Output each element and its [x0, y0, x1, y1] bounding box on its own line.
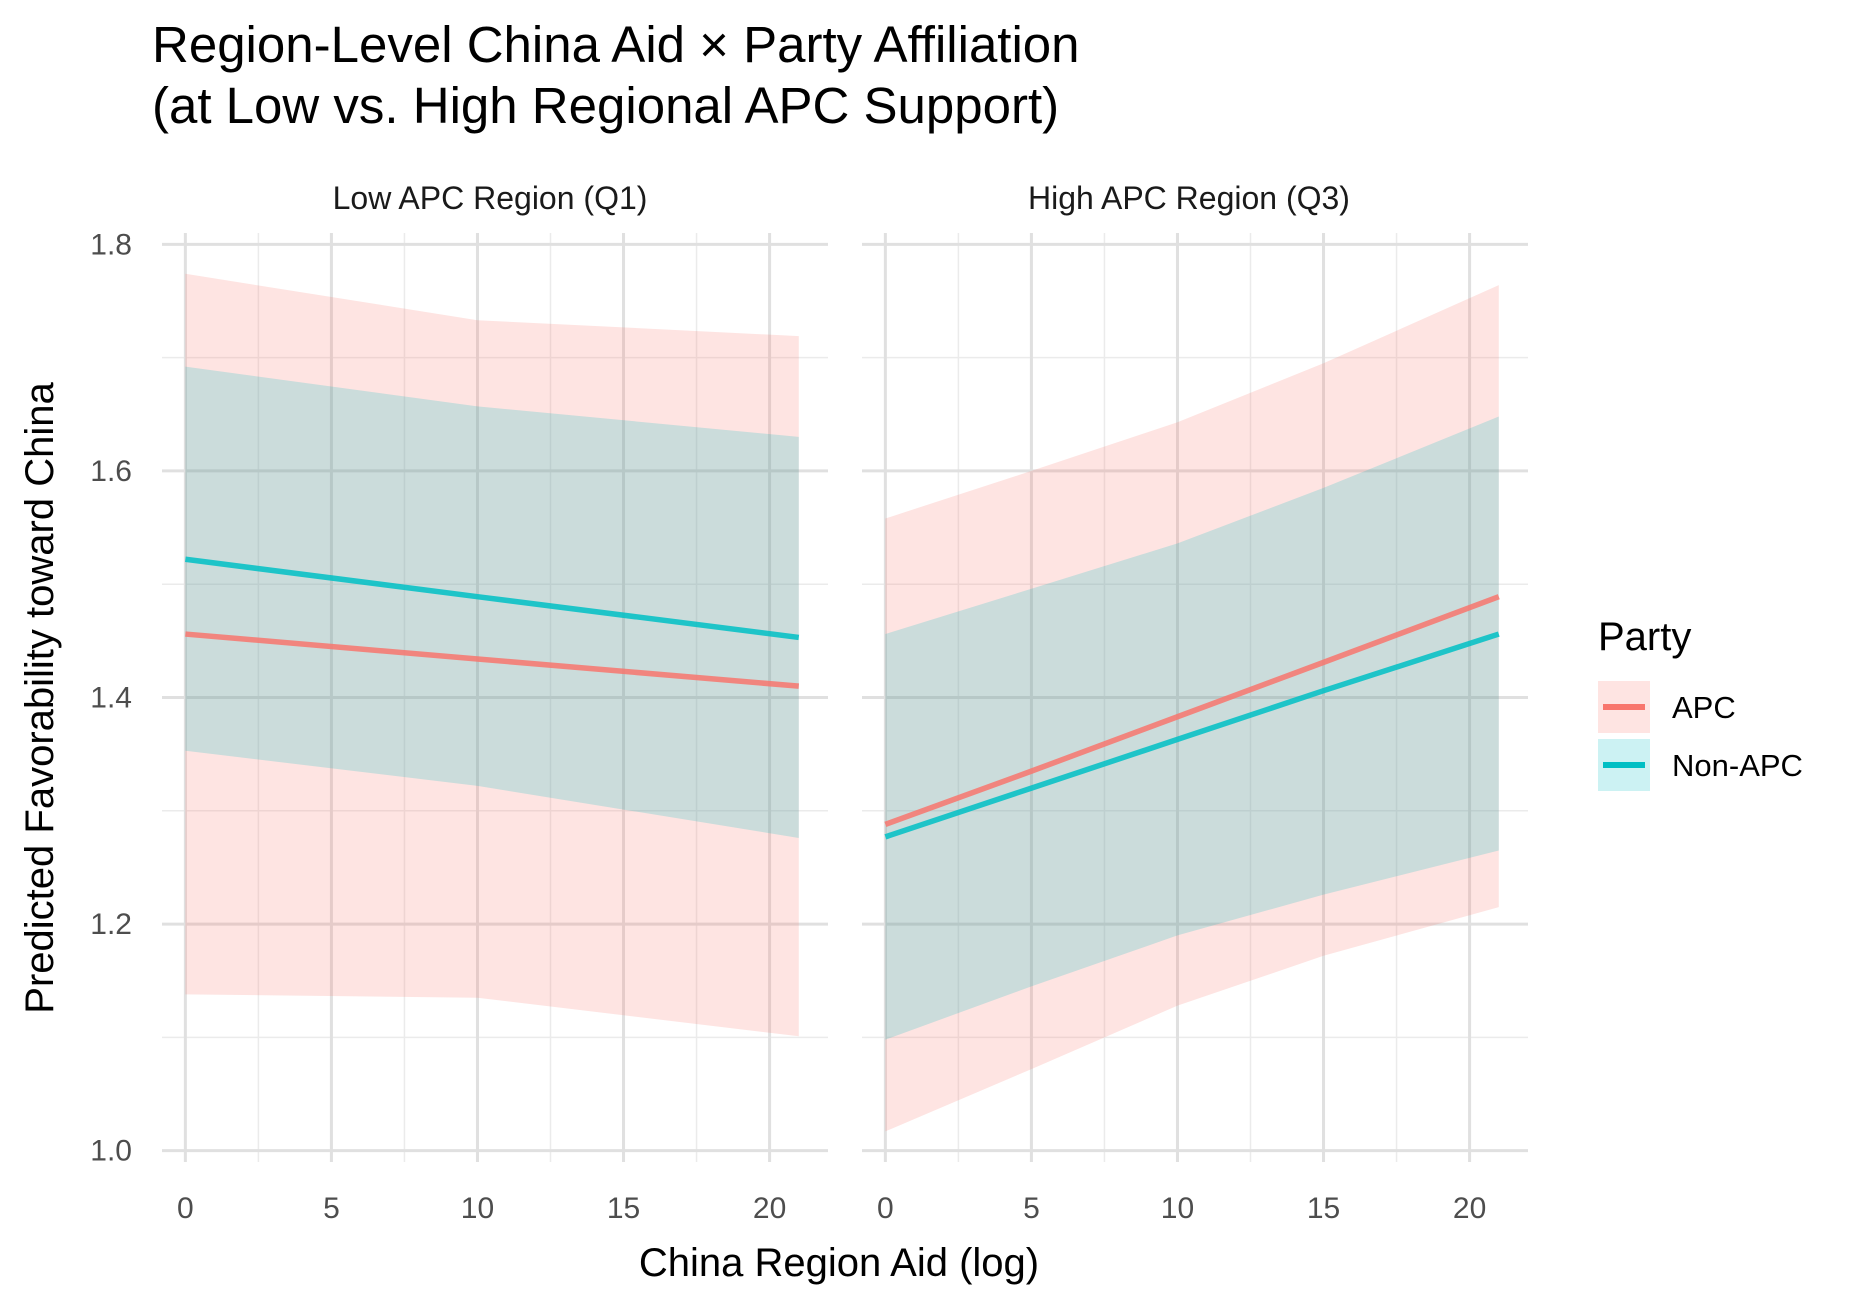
legend-label-apc: APC: [1672, 690, 1736, 725]
x-axis-title: China Region Aid (log): [639, 1241, 1039, 1285]
panel-low-apc: Low APC Region (Q1) 0 5 10 15 20 1.0 1.2 1.4 1.6…: [90, 180, 828, 1225]
x-tick-label: 0: [877, 1192, 894, 1225]
ribbon-apc: [885, 285, 1499, 1132]
x-tick-label: 20: [753, 1192, 786, 1225]
x-tick-label: 20: [1453, 1192, 1486, 1225]
chart-title-line-2: (at Low vs. High Regional APC Support): [152, 77, 1059, 134]
y-tick-label: 1.2: [90, 908, 132, 941]
panel-strip-label: Low APC Region (Q1): [333, 180, 648, 216]
legend-title: Party: [1598, 615, 1691, 659]
y-tick-label: 1.4: [90, 682, 132, 715]
line-apc: [185, 631, 800, 689]
x-tick-label: 5: [323, 1192, 340, 1225]
line-apc: [884, 594, 1500, 827]
chart-title-line-1: Region-Level China Aid × Party Affiliati…: [152, 16, 1080, 73]
panel-high-apc: High APC Region (Q3) 0 5 10 15 20: [862, 180, 1528, 1225]
y-tick-label: 1.8: [90, 228, 132, 261]
x-tick-label: 10: [461, 1192, 494, 1225]
legend-label-non-apc: Non-APC: [1672, 748, 1803, 783]
legend: Party APC Non-APC: [1598, 615, 1803, 791]
x-tick-label: 15: [607, 1192, 640, 1225]
y-axis-title: Predicted Favorability toward China: [18, 382, 62, 1014]
x-tick-label: 10: [1161, 1192, 1194, 1225]
panel-strip-label: High APC Region (Q3): [1028, 180, 1350, 216]
line-non-apc: [185, 556, 800, 641]
x-tick-label: 5: [1023, 1192, 1040, 1225]
y-tick-label: 1.6: [90, 455, 132, 488]
x-tick-label: 0: [177, 1192, 194, 1225]
ribbon-apc: [185, 273, 799, 1037]
ribbon-non-apc: [185, 366, 799, 838]
ribbon-non-apc: [885, 416, 1499, 1040]
line-non-apc: [884, 631, 1500, 840]
y-tick-label: 1.0: [90, 1135, 132, 1168]
x-tick-label: 15: [1307, 1192, 1340, 1225]
